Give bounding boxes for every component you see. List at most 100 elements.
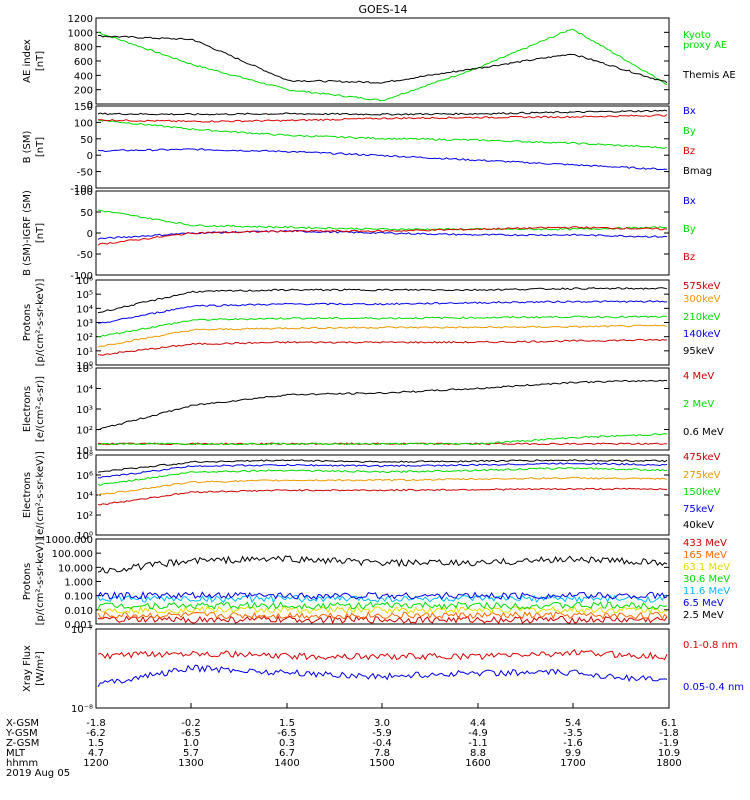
footer-value: 1800 <box>656 758 681 769</box>
legend-entry: proxy AE <box>683 40 727 51</box>
y-tick-label: 100 <box>74 118 93 129</box>
legend-entry: By <box>683 224 696 235</box>
series-line <box>97 649 668 661</box>
footer-value: -1.8 <box>86 718 106 729</box>
series-line <box>97 338 668 356</box>
legend-entry: 75keV <box>683 504 714 515</box>
y-tick-label: 1000 <box>68 28 93 39</box>
y-axis-label: [e/(cm²-s-sr-keV)] <box>35 451 46 539</box>
footer-value: -4.9 <box>468 728 488 739</box>
y-tick-label: 150 <box>74 102 93 113</box>
footer-value: -3.5 <box>563 728 583 739</box>
y-tick-label: 10⁵ <box>76 290 93 301</box>
panel-xray: 10⁻⁸ 10⁻⁷ Xray Flux [W/m²] 0.1-0.8 nm 0.05-0.… <box>22 625 744 715</box>
legend-entry: 30.6 MeV <box>683 574 730 585</box>
legend-entry: 300keV <box>683 294 721 305</box>
y-tick-label: 10⁴ <box>76 385 93 396</box>
footer-value: 1600 <box>465 758 490 769</box>
legend-entry: 40keV <box>683 520 714 531</box>
footer-value: 6.1 <box>661 718 677 729</box>
y-tick-label: 10⁶ <box>76 276 93 287</box>
series-line <box>97 109 668 116</box>
footer-value: 5.7 <box>183 748 199 759</box>
y-tick-label: 10⁸ <box>76 451 93 462</box>
footer-value: 5.4 <box>565 718 581 729</box>
legend-entry: 11.6 MeV <box>683 586 730 597</box>
series-line <box>97 590 668 601</box>
y-axis-label: B (SM)-IGRF (SM) <box>22 190 33 276</box>
y-tick-label: 50 <box>80 208 93 219</box>
footer-value: 1400 <box>274 758 299 769</box>
y-tick-label: 0 <box>87 229 93 240</box>
y-tick-label: 200 <box>74 86 93 97</box>
series-line <box>97 615 668 625</box>
y-axis-label: [nT] <box>35 137 46 157</box>
y-tick-label: 600 <box>74 57 93 68</box>
y-tick-label: 10² <box>76 426 93 437</box>
y-tick-label: 10⁰ <box>76 531 93 542</box>
y-axis-label: Protons <box>22 304 33 341</box>
footer-value: -1.9 <box>659 738 679 749</box>
legend-entry: 433 MeV <box>683 538 727 549</box>
series-line <box>97 287 668 314</box>
legend-entry: 2.5 MeV <box>683 610 724 621</box>
footer-value: 1.5 <box>279 718 295 729</box>
legend-entry: 6.5 MeV <box>683 598 724 609</box>
legend-entry: 63.1 MeV <box>683 562 730 573</box>
footer-date: 2019 Aug 05 <box>6 768 70 779</box>
y-tick-label: 10⁶ <box>76 471 93 482</box>
panel-frame <box>95 367 670 451</box>
footer-value: 1.0 <box>183 738 199 749</box>
footer-value: 7.8 <box>374 748 390 759</box>
y-tick-label: 1200 <box>68 14 93 25</box>
footer-value: -1.6 <box>563 738 583 749</box>
y-axis-label: Protons <box>22 563 33 600</box>
y-axis-label: [e/(cm²-s-sr)] <box>35 376 46 442</box>
footer-value: 1200 <box>83 758 108 769</box>
y-tick-label: 800 <box>74 43 93 54</box>
y-tick-label: -50 <box>77 168 93 179</box>
series-line <box>97 611 668 621</box>
y-tick-label: 10⁻⁷ <box>71 625 93 636</box>
series-line <box>97 459 668 473</box>
legend-entry: 140keV <box>683 329 721 340</box>
footer-value: 9.9 <box>565 748 581 759</box>
y-tick-label: 10² <box>76 333 93 344</box>
y-tick-label: 10³ <box>76 405 93 416</box>
y-axis-label: [p/(cm²-s-sr-keV)] <box>35 538 46 626</box>
legend-entry: 210keV <box>683 312 721 323</box>
legend-entry: Bx <box>683 106 696 117</box>
footer-value: 10.9 <box>658 748 680 759</box>
series-line <box>97 476 668 496</box>
footer-value: -1.1 <box>468 738 488 749</box>
footer-value: 4.4 <box>470 718 486 729</box>
y-tick-label: 0.010 <box>64 606 93 617</box>
footer-value: -5.9 <box>372 728 392 739</box>
y-axis-label: [nT] <box>35 223 46 243</box>
legend-entry: Bx <box>683 196 696 207</box>
footer-value: 1300 <box>178 758 203 769</box>
y-tick-label: 10² <box>76 511 93 522</box>
series-line <box>97 209 668 231</box>
series-line <box>97 119 668 149</box>
y-tick-label: 0.001 <box>64 620 93 631</box>
footer: X-GSM -1.8 -0.2 1.5 3.0 4.4 5.4 6.1 Y-GSM -6.2 -6.… <box>5 703 682 779</box>
series-line <box>97 300 668 324</box>
series-line <box>97 601 668 610</box>
footer-value: -0.4 <box>372 738 392 749</box>
footer-row-label: MLT <box>6 748 26 759</box>
y-tick-label: 50 <box>80 135 93 146</box>
y-tick-label: -50 <box>77 250 93 261</box>
series-line <box>97 114 668 123</box>
y-axis-label: [nT] <box>35 51 46 71</box>
panel-ae: 0 200 400 600 800 1000 1200 AE index [nT] Kyotopr… <box>22 14 736 111</box>
legend-entry: Themis AE <box>682 70 736 81</box>
y-tick-label: -100 <box>70 271 93 282</box>
y-tick-label: 1.000 <box>64 578 93 589</box>
y-tick-label: 10⁻⁸ <box>71 704 93 715</box>
series-line <box>97 148 668 171</box>
series-line <box>97 34 668 84</box>
series-line <box>97 230 668 240</box>
legend-entry: 165 MeV <box>683 550 727 561</box>
footer-value: -6.5 <box>181 728 201 739</box>
